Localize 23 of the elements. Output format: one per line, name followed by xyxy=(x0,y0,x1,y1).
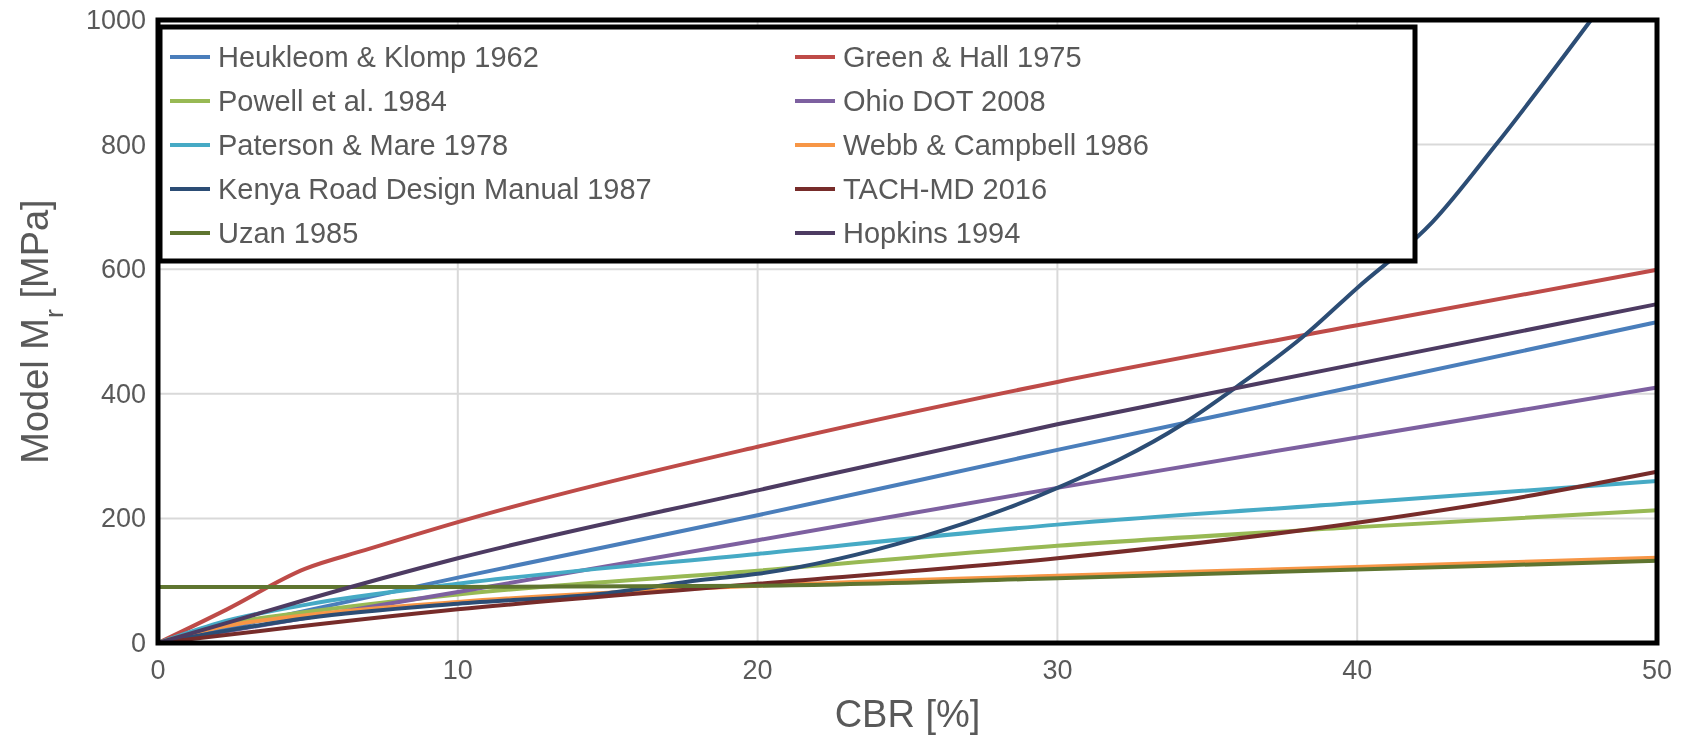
legend-label: Paterson & Mare 1978 xyxy=(218,129,509,161)
x-tick-label: 10 xyxy=(442,655,473,685)
legend-label: Green & Hall 1975 xyxy=(843,41,1082,73)
y-tick-label: 0 xyxy=(130,628,146,658)
x-tick-label: 50 xyxy=(1641,655,1673,685)
y-tick-label: 400 xyxy=(100,378,146,409)
legend-label: TACH-MD 2016 xyxy=(843,173,1048,205)
y-tick-label: 1000 xyxy=(85,5,146,35)
y-tick-label: 200 xyxy=(100,503,146,534)
x-tick-label: 20 xyxy=(742,655,773,685)
legend-label: Kenya Road Design Manual 1987 xyxy=(218,173,652,205)
y-tick-label: 800 xyxy=(100,129,146,160)
legend-label: Uzan 1985 xyxy=(218,217,359,249)
legend-label: Powell et al. 1984 xyxy=(218,85,447,117)
x-tick-label: 0 xyxy=(150,655,166,685)
y-tick-label: 600 xyxy=(100,254,146,285)
legend-label: Heukleom & Klomp 1962 xyxy=(218,41,539,73)
x-tick-label: 30 xyxy=(1042,655,1073,685)
legend-label: Hopkins 1994 xyxy=(843,217,1021,249)
legend-label: Ohio DOT 2008 xyxy=(843,85,1046,117)
x-tick-label: 40 xyxy=(1342,655,1373,685)
legend-label: Webb & Campbell 1986 xyxy=(843,129,1149,161)
x-axis-title: CBR [%] xyxy=(834,693,981,735)
